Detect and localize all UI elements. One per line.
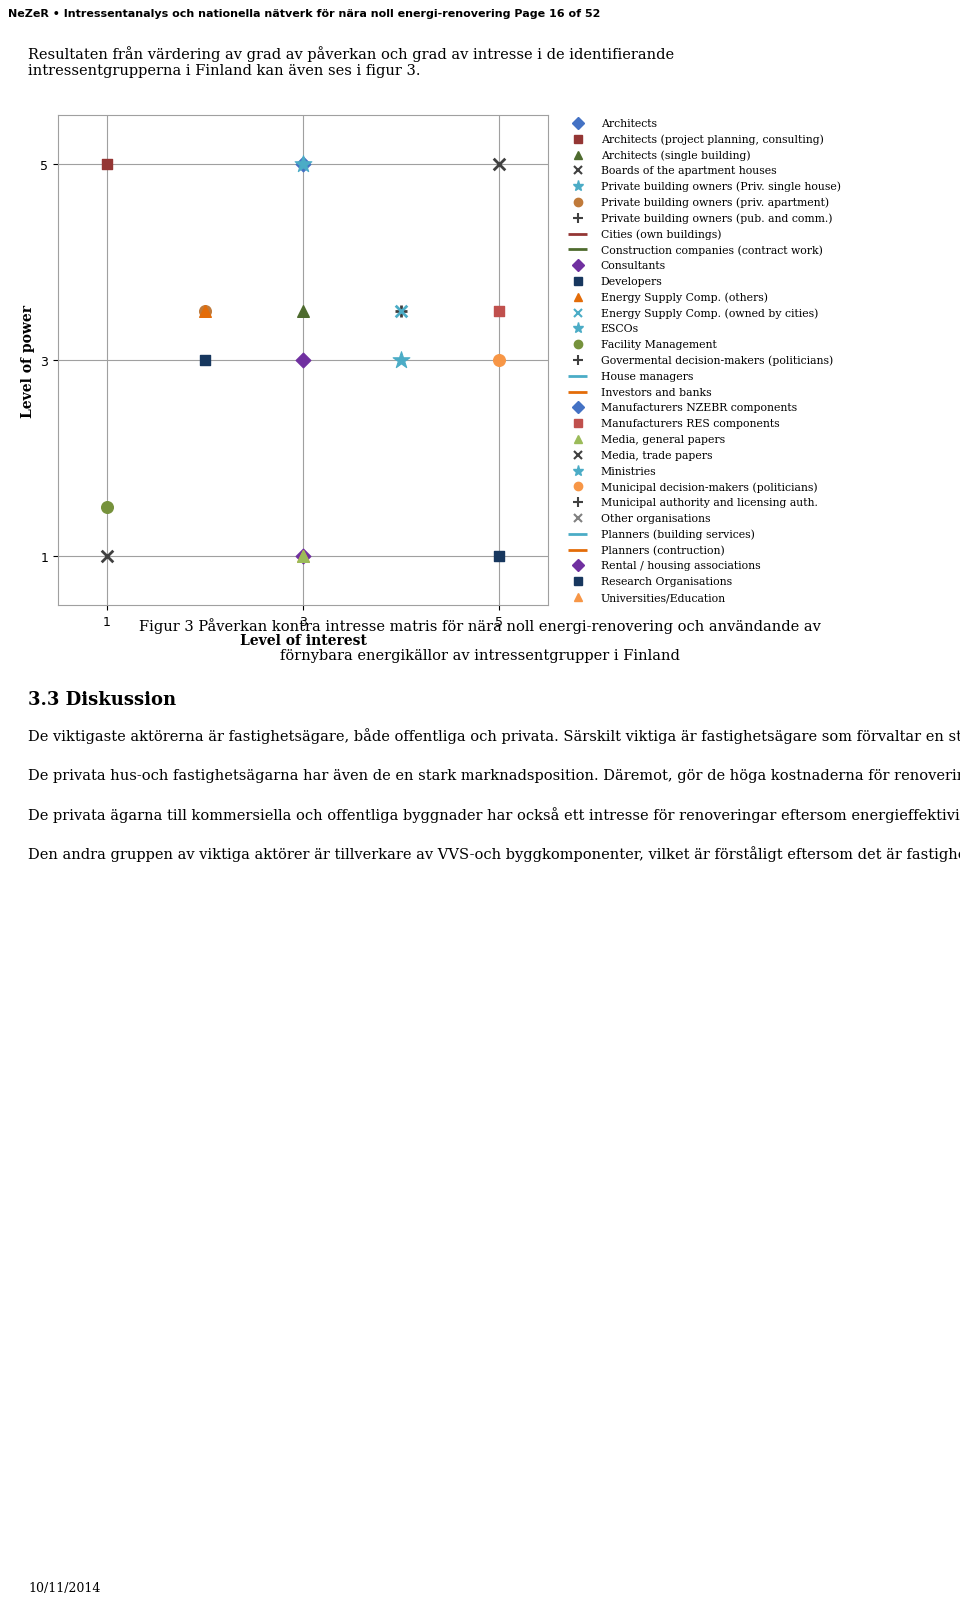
Point [492, 349, 507, 374]
Text: Energy Supply Comp. (owned by cities): Energy Supply Comp. (owned by cities) [601, 309, 818, 318]
Text: 10/11/2014: 10/11/2014 [29, 1581, 101, 1594]
Text: Private building owners (pub. and comm.): Private building owners (pub. and comm.) [601, 214, 832, 223]
Text: Cities (own buildings): Cities (own buildings) [601, 230, 721, 239]
Point [296, 543, 311, 569]
Text: ESCOs: ESCOs [601, 325, 639, 334]
Text: Planners (building services): Planners (building services) [601, 529, 755, 540]
Text: Manufacturers NZEBR components: Manufacturers NZEBR components [601, 403, 797, 413]
Text: Manufacturers RES components: Manufacturers RES components [601, 419, 780, 429]
Text: Municipal authority and licensing auth.: Municipal authority and licensing auth. [601, 498, 818, 508]
Point [492, 299, 507, 325]
Text: Consultants: Consultants [601, 260, 666, 272]
Text: Energy Supply Comp. (others): Energy Supply Comp. (others) [601, 292, 768, 302]
Text: De viktigaste aktörerna är fastighetsägare, både offentliga och privata. Särskil: De viktigaste aktörerna är fastighetsäga… [28, 728, 960, 861]
Text: Figur 3 Påverkan kontra intresse matris för nära noll energi-renovering och anvä: Figur 3 Påverkan kontra intresse matris … [139, 619, 821, 635]
Point [296, 543, 311, 569]
Text: Other organisations: Other organisations [601, 514, 710, 524]
Point [296, 299, 311, 325]
Text: Architects (single building): Architects (single building) [601, 149, 751, 161]
Text: Media, trade papers: Media, trade papers [601, 450, 712, 461]
Point [394, 299, 409, 325]
Point [99, 495, 114, 521]
Text: Facility Management: Facility Management [601, 341, 716, 350]
Point [296, 153, 311, 178]
Text: Universities/Education: Universities/Education [601, 593, 726, 603]
Point [394, 299, 409, 325]
Text: Private building owners (Priv. single house): Private building owners (Priv. single ho… [601, 182, 841, 193]
Point [99, 543, 114, 569]
Text: förnybara energikällor av intressentgrupper i Finland: förnybara energikällor av intressentgrup… [280, 649, 680, 664]
Text: Media, general papers: Media, general papers [601, 435, 725, 445]
Text: Investors and banks: Investors and banks [601, 387, 711, 397]
Text: Rental / housing associations: Rental / housing associations [601, 561, 760, 570]
Point [394, 349, 409, 374]
X-axis label: Level of interest: Level of interest [240, 633, 367, 648]
Y-axis label: Level of power: Level of power [21, 304, 35, 418]
Point [198, 349, 213, 374]
Text: 3.3 Diskussion: 3.3 Diskussion [28, 691, 176, 709]
Text: Developers: Developers [601, 276, 662, 286]
Text: Boards of the apartment houses: Boards of the apartment houses [601, 166, 777, 177]
Text: Construction companies (contract work): Construction companies (contract work) [601, 244, 823, 256]
Point [99, 153, 114, 178]
Text: Architects (project planning, consulting): Architects (project planning, consulting… [601, 135, 824, 145]
Point [296, 543, 311, 569]
Text: Municipal decision-makers (politicians): Municipal decision-makers (politicians) [601, 482, 817, 492]
Point [198, 299, 213, 325]
Text: Private building owners (priv. apartment): Private building owners (priv. apartment… [601, 198, 828, 207]
Text: Architects: Architects [601, 119, 657, 129]
Text: Planners (contruction): Planners (contruction) [601, 545, 725, 556]
Text: Research Organisations: Research Organisations [601, 577, 732, 587]
Text: House managers: House managers [601, 371, 693, 381]
Text: Govermental decision-makers (politicians): Govermental decision-makers (politicians… [601, 355, 833, 366]
Text: Resultaten från värdering av grad av påverkan och grad av intresse i de identifi: Resultaten från värdering av grad av påv… [28, 47, 674, 79]
Text: Ministries: Ministries [601, 466, 657, 476]
Point [492, 543, 507, 569]
Text: NeZeR • Intressentanalys och nationella nätverk för nära noll energi-renovering : NeZeR • Intressentanalys och nationella … [8, 10, 600, 19]
Point [198, 299, 213, 325]
Point [492, 153, 507, 178]
Point [296, 349, 311, 374]
Point [296, 153, 311, 178]
